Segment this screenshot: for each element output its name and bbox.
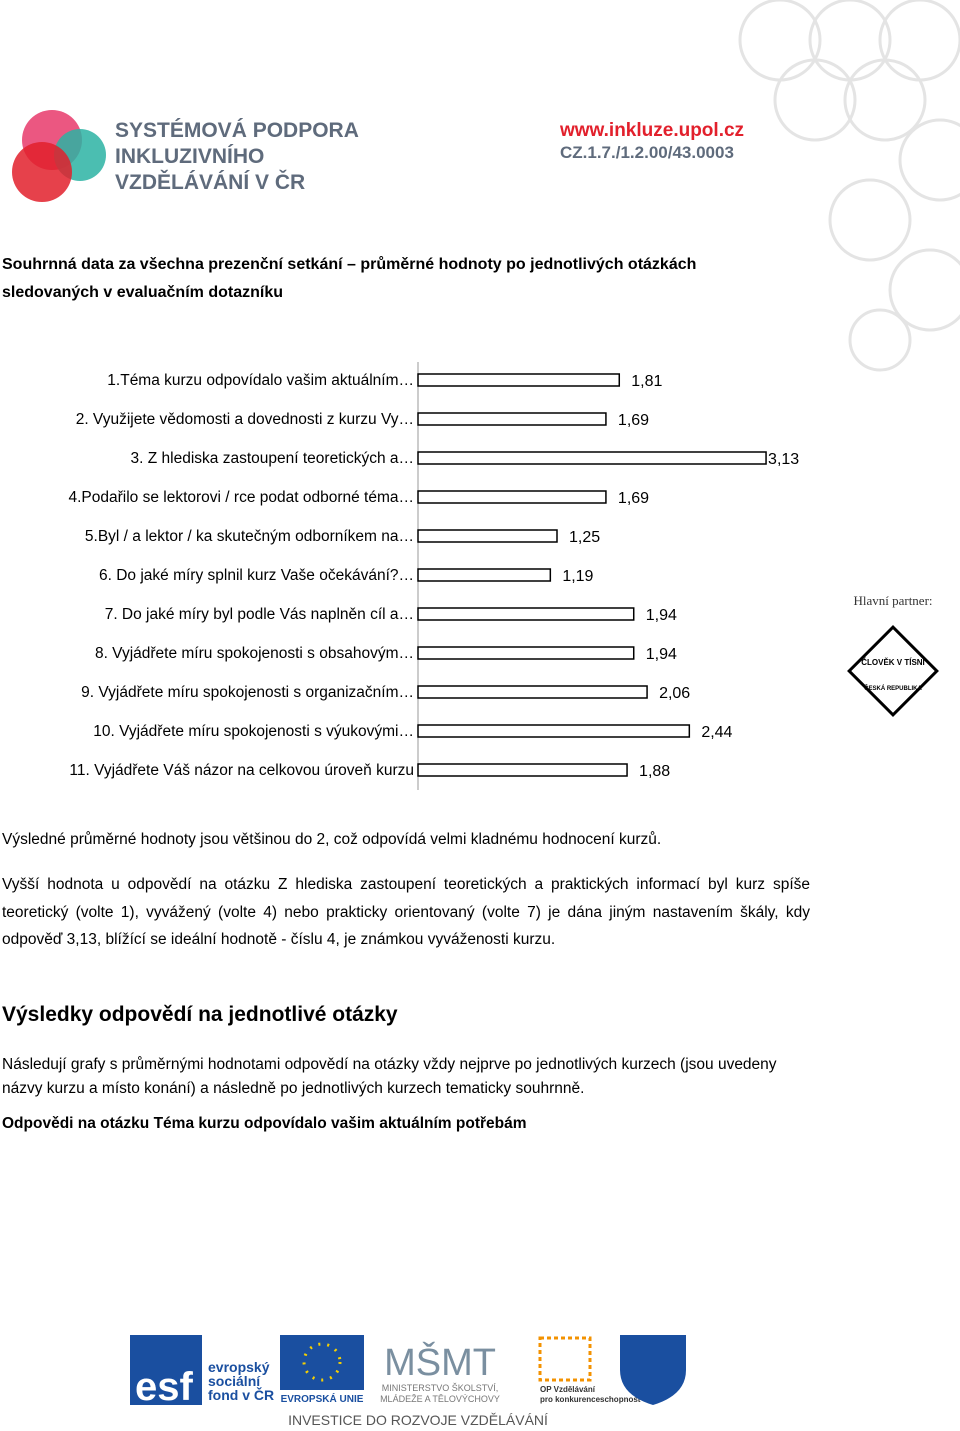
value-label: 1,69: [618, 490, 649, 507]
heading: Souhrnná data za všechna prezenční setká…: [2, 256, 697, 301]
msmt-text: MINISTERSTVO ŠKOLSTVÍ,: [382, 1383, 499, 1393]
category-label: 6. Do jaké míry splnil kurz Vaše očekává…: [99, 567, 414, 584]
bar: [417, 568, 552, 582]
bar: [417, 451, 767, 465]
bar: [417, 490, 607, 504]
bar: [417, 646, 635, 660]
op-text: pro konkurenceschopnost: [540, 1395, 641, 1404]
value-label: 2,44: [701, 724, 732, 741]
esf-text: evropský: [208, 1359, 270, 1375]
category-label: 2. Využijete vědomosti a dovednosti z ku…: [76, 411, 414, 428]
bar: [417, 685, 648, 699]
subheading: Odpovědi na otázku Téma kurzu odpovídalo…: [2, 1115, 527, 1132]
value-label: 1,19: [562, 568, 593, 585]
eu-text: EVROPSKÁ UNIE: [281, 1392, 364, 1405]
value-label: 1,94: [646, 607, 677, 624]
bar: [417, 763, 628, 777]
category-label: 9. Vyjádřete míru spokojenosti s organiz…: [81, 684, 414, 701]
slogan: INVESTICE DO ROZVOJE VZDĚLÁVÁNÍ: [288, 1412, 548, 1428]
section-text: Následují grafy s průměrnými hodnotami o…: [2, 1056, 777, 1097]
op-text: OP Vzdělávání: [540, 1385, 596, 1394]
partner-logo-text: ČESKÁ REPUBLIKA: [864, 685, 922, 692]
value-label: 3,13: [768, 451, 799, 468]
esf-text: fond v ČR: [208, 1386, 274, 1403]
esf-logo: esf: [135, 1365, 193, 1409]
value-label: 1,88: [639, 763, 670, 780]
logo-line: INKLUZIVNÍHO: [115, 145, 264, 168]
footer: esf evropský sociální fond v ČR EVROPSKÁ…: [130, 1335, 686, 1428]
bar: [417, 724, 691, 738]
project-logo-mark: [12, 110, 106, 202]
value-label: 1,25: [569, 529, 600, 546]
header-code: CZ.1.7./1.2.00/43.0003: [560, 143, 734, 162]
category-label: 5.Byl / a lektor / ka skutečným odborník…: [85, 528, 414, 545]
header-url: www.inkluze.upol.cz: [559, 120, 744, 141]
chart: 1.Téma kurzu odpovídalo vašim aktuálním……: [69, 362, 799, 790]
category-label: 4.Podařilo se lektorovi / rce podat odbo…: [69, 489, 415, 506]
logo-line: SYSTÉMOVÁ PODPORA: [115, 119, 359, 142]
decor: [738, 0, 960, 372]
category-label: 11. Vyjádřete Váš názor na celkovou úrov…: [69, 762, 414, 779]
category-label: 10. Vyjádřete míru spokojenosti s výukov…: [93, 723, 414, 740]
bar: [417, 529, 558, 543]
paragraph: Výsledné průměrné hodnoty jsou většinou …: [2, 831, 662, 848]
value-label: 1,94: [646, 646, 677, 663]
paragraph: Vyšší hodnota u odpovědí na otázku Z hle…: [2, 876, 810, 948]
partner-logo-text: ČLOVĚK V TÍSNI: [861, 658, 925, 667]
esf-text: sociální: [208, 1373, 261, 1389]
partner-label: Hlavní partner:: [853, 593, 932, 608]
bar: [417, 373, 621, 387]
partner-logo: ČLOVĚK V TÍSNI ČESKÁ REPUBLIKA: [847, 625, 939, 717]
msmt-text: MLÁDEŽE A TĚLOVÝCHOVY: [380, 1394, 500, 1404]
category-label: 7. Do jaké míry byl podle Vás naplněn cí…: [105, 606, 414, 623]
value-label: 1,69: [618, 412, 649, 429]
bar: [417, 412, 607, 426]
category-label: 8. Vyjádřete míru spokojenosti s obsahov…: [95, 645, 414, 662]
section-title: Výsledky odpovědí na jednotlivé otázky: [2, 1003, 398, 1026]
msmt-logo: MŠMT: [384, 1340, 496, 1384]
value-label: 2,06: [659, 685, 690, 702]
bar: [417, 607, 635, 621]
category-label: 1.Téma kurzu odpovídalo vašim aktuálním…: [107, 372, 414, 389]
value-label: 1,81: [631, 373, 662, 390]
category-label: 3. Z hlediska zastoupení teoretických a…: [131, 450, 414, 467]
logo-line: VZDĚLÁVÁNÍ V ČR: [115, 170, 305, 194]
